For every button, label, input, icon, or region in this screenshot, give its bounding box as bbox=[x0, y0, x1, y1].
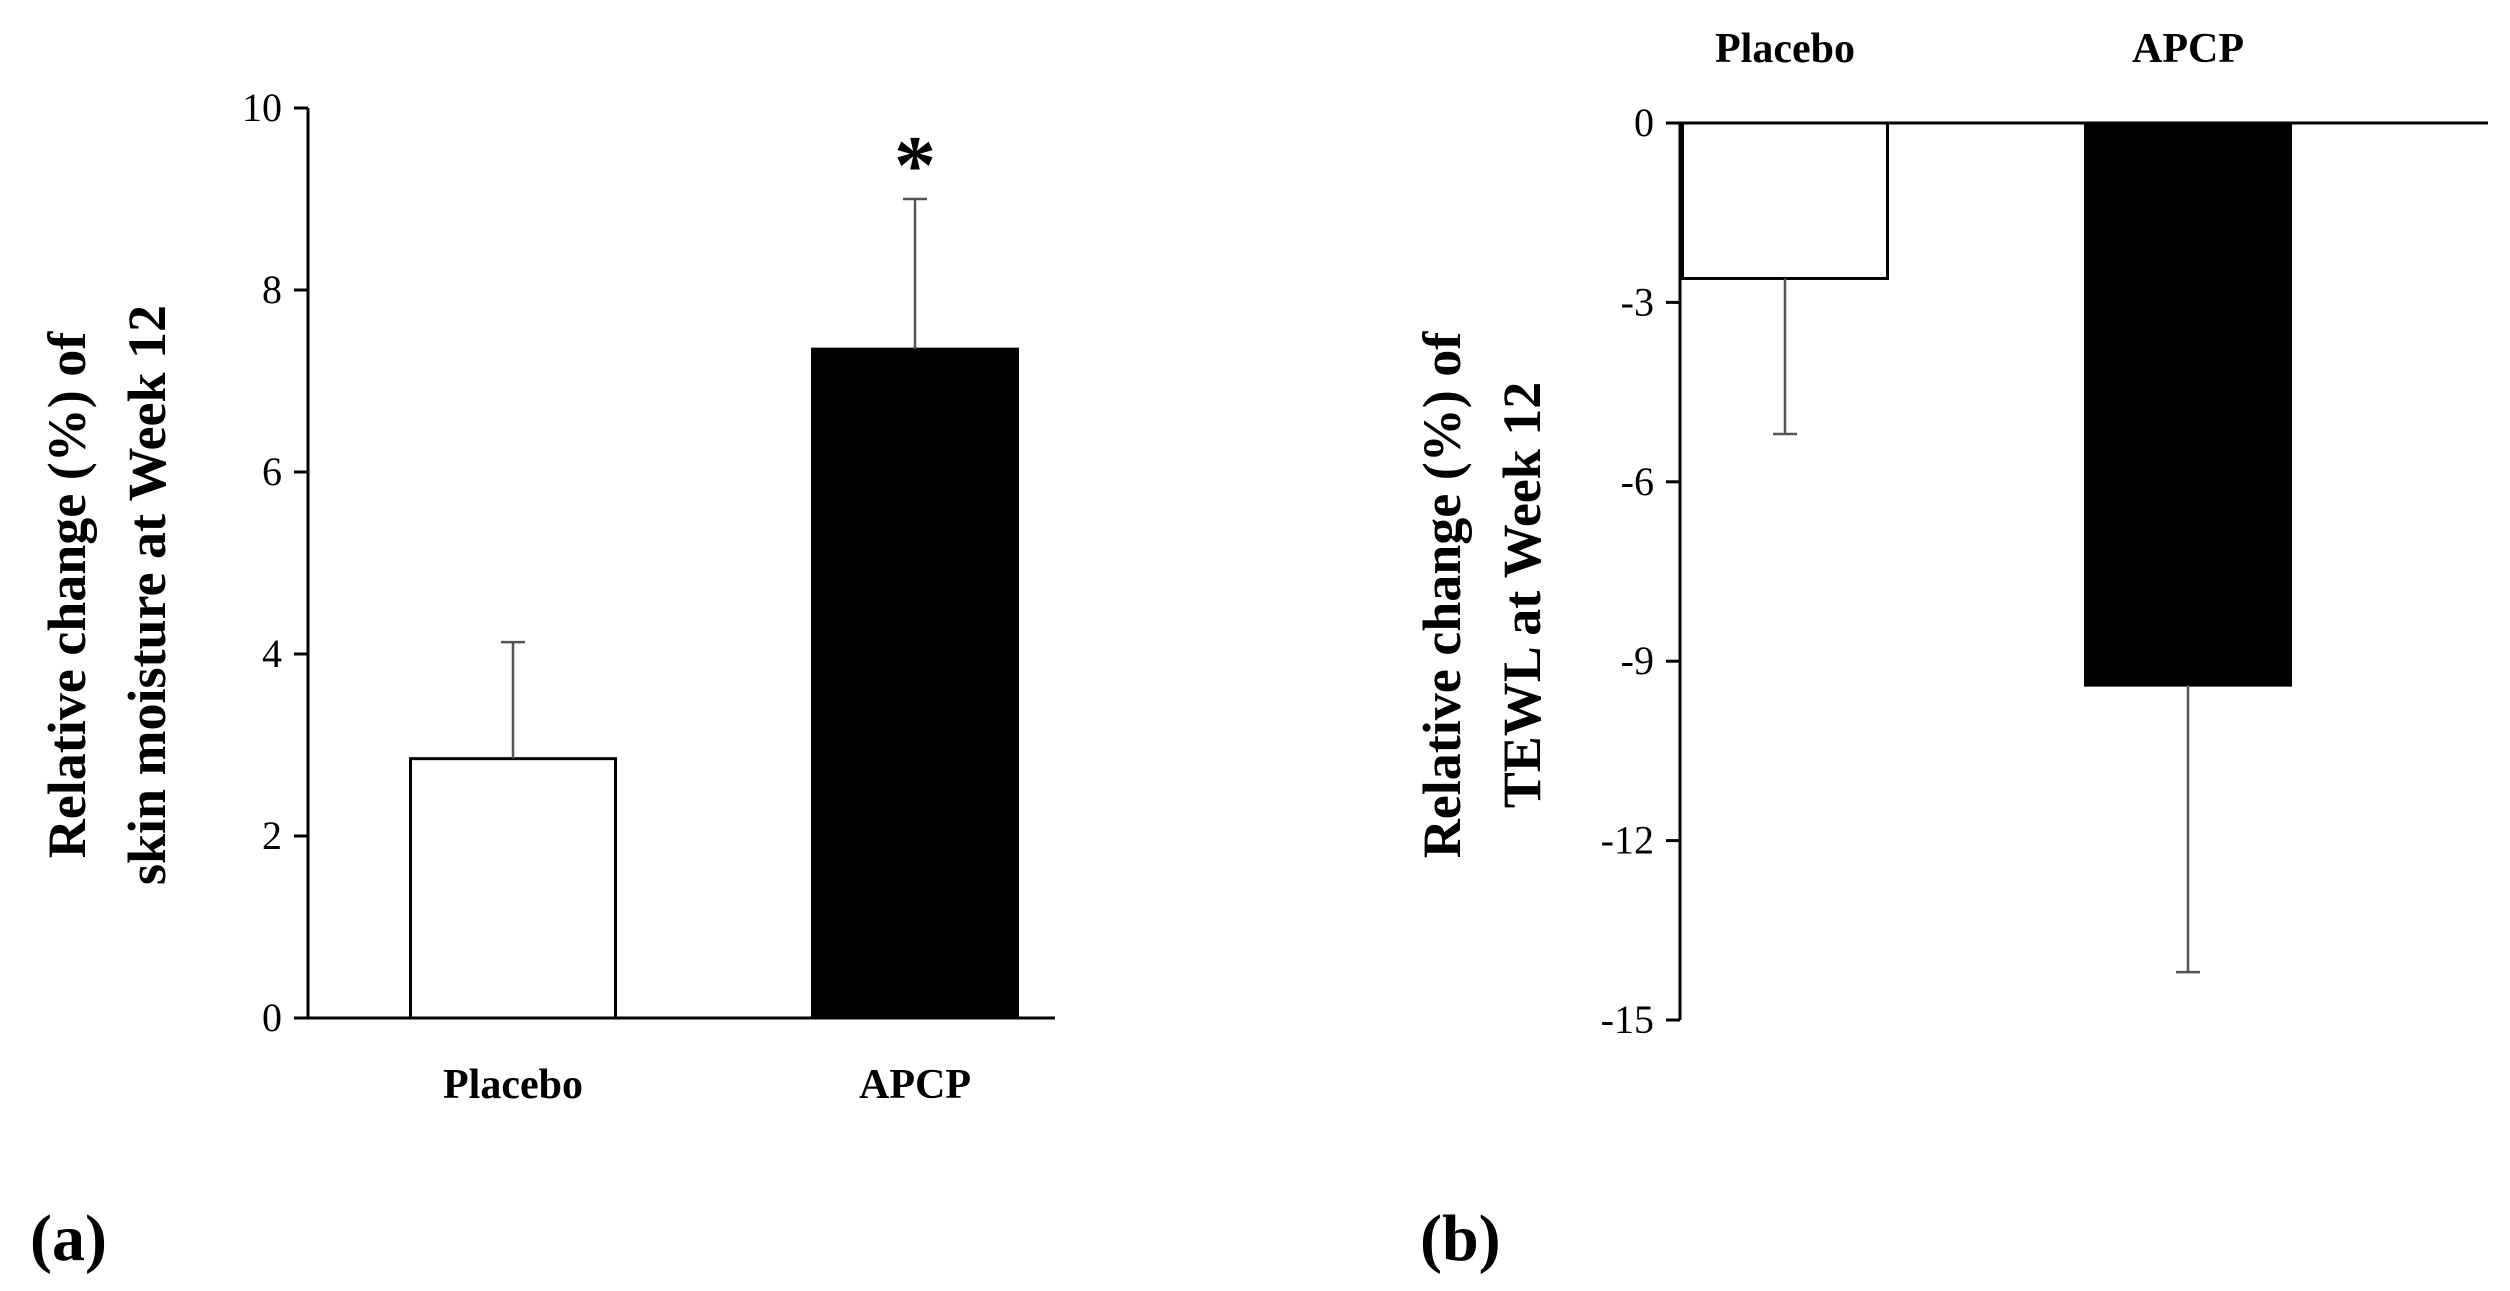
panel-a-category-label: APCP bbox=[859, 1062, 971, 1108]
panel-a-y-tick-label: 10 bbox=[242, 85, 282, 130]
panel-a-y-tick-label: 6 bbox=[262, 449, 282, 494]
panel-b-category-label: APCP bbox=[2132, 26, 2244, 72]
panel-a-y-tick-label: 0 bbox=[262, 995, 282, 1040]
panel-a-significance-marker: * bbox=[894, 119, 936, 212]
panel-b-y-tick-label: -6 bbox=[1621, 459, 1654, 504]
panel-b-bar-apcp bbox=[2084, 121, 2292, 687]
panel-b-category-label: Placebo bbox=[1715, 26, 1855, 72]
panel-b-ylabel-line2: TEWL at Week 12 bbox=[1492, 382, 1552, 809]
panel-b-y-tick-label: 0 bbox=[1634, 100, 1654, 145]
panel-a-y-tick-label: 4 bbox=[262, 631, 282, 676]
panel-b-y-tick-label: -3 bbox=[1621, 279, 1654, 324]
panel-a-y-tick-label: 2 bbox=[262, 813, 282, 858]
chart-panel-a: Relative change (%) of skin moisture at … bbox=[30, 85, 1055, 1275]
panel-b-bar-placebo bbox=[1681, 121, 1889, 280]
panel-b-y-tick-label: -12 bbox=[1601, 818, 1654, 863]
panel-a-ylabel-line2: skin moisture at Week 12 bbox=[117, 305, 177, 885]
chart-panel-b: Relative change (%) of TEWL at Week 12 (… bbox=[1412, 26, 2488, 1275]
panel-a-bar-apcp bbox=[811, 347, 1019, 1020]
panel-b-y-tick-label: -15 bbox=[1601, 997, 1654, 1042]
panel-a-category-label: Placebo bbox=[443, 1062, 583, 1108]
panel-a-label: (a) bbox=[30, 1202, 107, 1275]
panel-b-ylabel-line1: Relative change (%) of bbox=[1412, 331, 1472, 858]
panel-b-label: (b) bbox=[1420, 1202, 1501, 1275]
panel-a-y-tick-label: 8 bbox=[262, 267, 282, 312]
panel-b-y-tick-label: -9 bbox=[1621, 638, 1654, 683]
panel-a-ylabel-line1: Relative change (%) of bbox=[37, 331, 97, 858]
panel-a-bar-placebo bbox=[409, 757, 617, 1020]
